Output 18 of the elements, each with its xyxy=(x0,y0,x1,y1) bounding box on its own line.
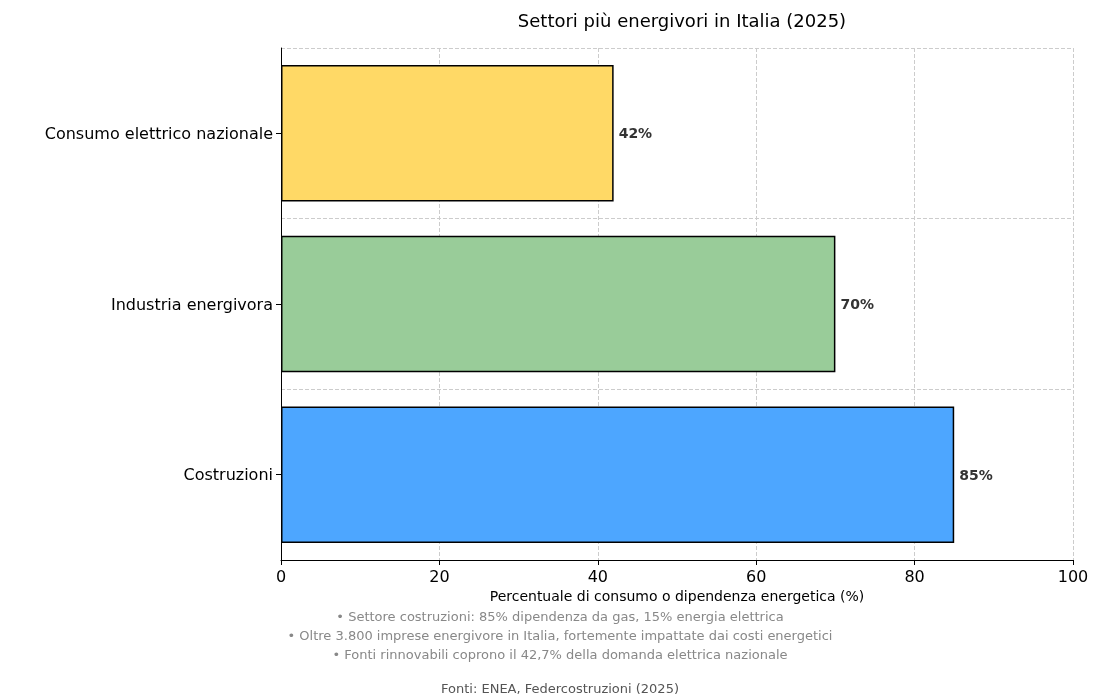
text: • Settore costruzioni: 85% dipendenza da gas, 15% energia elettrica xyxy=(336,609,784,624)
y-tick-label: Consumo elettrico nazionale xyxy=(44,123,273,143)
data-label: 42% xyxy=(618,125,653,142)
data-label: 85% xyxy=(959,466,993,483)
text: • Fonti rinnovabili coprono il 42,7% della domanda elettrica nazionale xyxy=(332,647,788,662)
y-tick-label: Industria energivora xyxy=(110,294,273,314)
x-tick-label: 80 xyxy=(904,566,925,586)
x-tick-label: 40 xyxy=(587,566,608,586)
text: • Oltre 3.800 imprese energivore in Italia, fortemente impattate dai costi energetici xyxy=(287,628,833,643)
data-label: 70% xyxy=(840,296,874,312)
chart-title: Settori più energivori in Italia (2025) xyxy=(517,9,847,31)
y-tick-label: Costruzioni xyxy=(183,465,273,485)
x-tick-label: 60 xyxy=(746,566,767,586)
text: Fonti: ENEA, Federcostruzioni (2025) xyxy=(441,681,679,696)
x-tick-label: 0 xyxy=(275,566,287,586)
x-tick-label: 20 xyxy=(429,566,450,586)
x-axis-title: Percentuale di consumo o dipendenza energetica (%) xyxy=(489,587,865,604)
x-tick-label: 100 xyxy=(1057,566,1089,586)
